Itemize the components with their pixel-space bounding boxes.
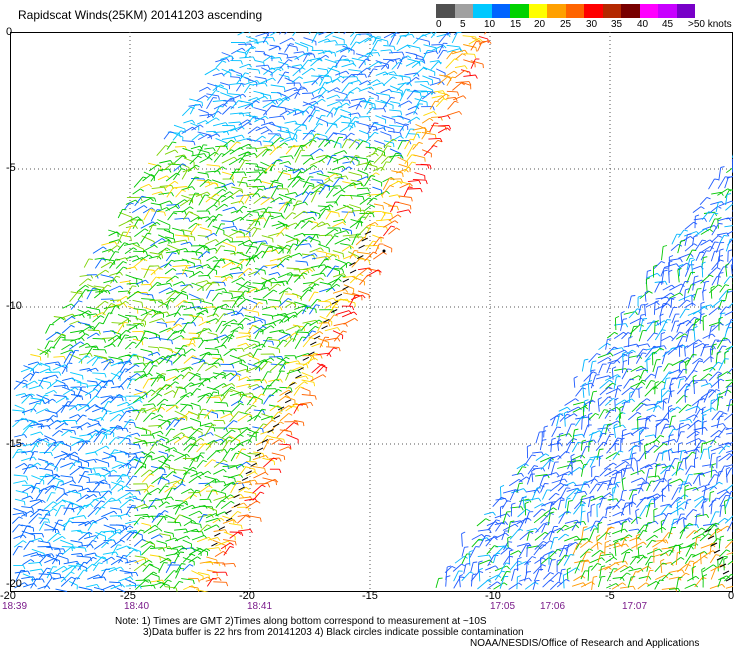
legend-swatch	[436, 4, 455, 18]
legend-swatch	[602, 4, 621, 18]
x-label-5: -5	[605, 590, 615, 602]
legend-label: 20	[534, 19, 546, 30]
y-label-10: -10	[6, 300, 22, 312]
x-label-10: -10	[485, 590, 501, 602]
legend-swatch	[584, 4, 603, 18]
legend-swatch	[639, 4, 658, 18]
legend-swatch	[454, 4, 473, 18]
y-label-5: -5	[6, 162, 16, 174]
legend-color-bar	[436, 4, 695, 18]
legend-label: >50 knots	[688, 19, 732, 30]
map-title: Rapidscat Winds(25KM) 20141203 ascending	[18, 8, 263, 22]
wind-speed-legend: 0 5 10 15 20 25 30 35 40 45 >50 knots	[436, 4, 732, 32]
legend-swatch	[510, 4, 529, 18]
time-label-2: 18:40	[124, 601, 150, 612]
x-label-left: -20	[0, 590, 16, 602]
island-marker	[382, 249, 386, 253]
legend-swatch	[547, 4, 566, 18]
legend-label: 15	[510, 19, 522, 30]
time-label-1: 18:39	[2, 601, 28, 612]
y-label-15: -15	[6, 438, 22, 450]
x-label-0: 0	[728, 590, 735, 602]
note-line-2: 3)Data buffer is 22 hrs from 20141203 4)…	[143, 627, 524, 638]
legend-label: 35	[611, 19, 623, 30]
legend-label: 10	[484, 19, 496, 30]
legend-label: 0	[436, 19, 442, 30]
legend-swatch	[621, 4, 640, 18]
legend-swatch	[676, 4, 695, 18]
note-line-1: Note: 1) Times are GMT 2)Times along bot…	[115, 616, 487, 627]
x-label-25: -25	[120, 590, 136, 602]
legend-label: 30	[586, 19, 598, 30]
legend-swatch	[528, 4, 547, 18]
x-label-20: -20	[239, 590, 255, 602]
legend-label: 25	[560, 19, 572, 30]
wind-map-plot	[10, 32, 733, 592]
wind-swath-east	[435, 154, 733, 592]
legend-label: 45	[662, 19, 674, 30]
legend-labels: 0 5 10 15 20 25 30 35 40 45 >50 knots	[436, 18, 732, 32]
x-label-15: -15	[362, 590, 378, 602]
legend-swatch	[658, 4, 677, 18]
time-label-6: 17:07	[622, 601, 648, 612]
y-label-20: -20	[6, 578, 22, 590]
legend-swatch	[473, 4, 492, 18]
time-label-5: 17:06	[540, 601, 566, 612]
contamination-markers	[211, 230, 733, 582]
y-label-0: 0	[6, 26, 13, 38]
time-label-4: 17:05	[490, 601, 516, 612]
time-label-3: 18:41	[247, 601, 273, 612]
legend-swatch	[491, 4, 510, 18]
note-line-3: NOAA/NESDIS/Office of Research and Appli…	[470, 638, 700, 649]
wind-swath-west	[11, 32, 492, 592]
legend-label: 5	[460, 19, 466, 30]
legend-label: 40	[637, 19, 649, 30]
legend-swatch	[565, 4, 584, 18]
